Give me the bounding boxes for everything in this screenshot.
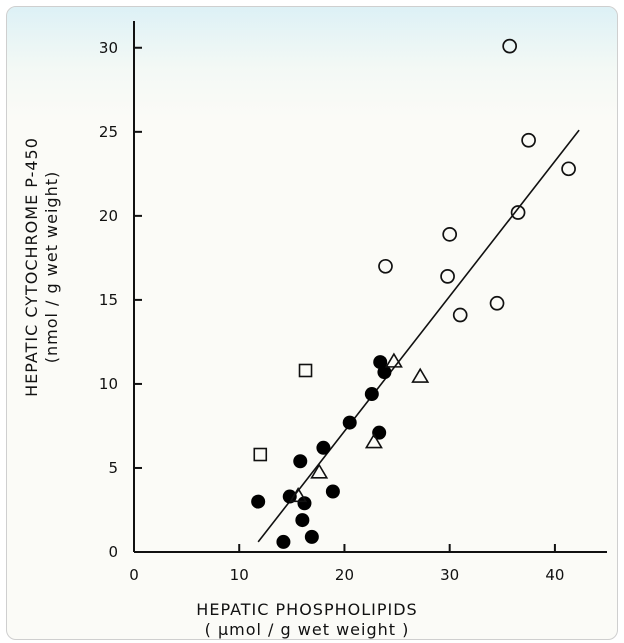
background-tint <box>7 7 617 117</box>
y-tick-label: 20 <box>99 207 118 225</box>
y-tick-label: 10 <box>99 375 118 393</box>
axes <box>133 21 607 553</box>
open-triangle-point <box>310 463 329 479</box>
filled-circle-point <box>316 440 331 455</box>
x-tick-label: 30 <box>440 566 459 584</box>
open-circle-point <box>378 258 393 274</box>
open-triangle-point <box>364 433 383 449</box>
x-tick-label: 10 <box>230 566 249 584</box>
open-circle-point <box>502 38 518 54</box>
open-circle-point <box>510 205 526 220</box>
x-axis-ticks: 0 10 20 30 40 <box>129 544 564 584</box>
data-points <box>251 38 576 549</box>
filled-circle-point <box>377 365 392 380</box>
filled-circle-point <box>304 529 319 544</box>
filled-circle-point <box>372 425 387 440</box>
filled-circle-point <box>251 494 266 509</box>
open-circle-point <box>521 132 536 148</box>
filled-circle-point <box>325 484 340 499</box>
open-circle-point <box>561 161 576 177</box>
open-square-point <box>298 363 313 378</box>
y-tick-label: 30 <box>99 39 118 57</box>
y-tick-label: 5 <box>108 459 118 477</box>
x-tick-label: 0 <box>129 566 139 584</box>
open-square-point <box>253 447 268 462</box>
open-circle-point <box>442 227 458 242</box>
open-circle-point <box>452 307 468 323</box>
regression-line <box>257 129 580 543</box>
open-circle-point <box>489 295 505 311</box>
y-tick-label: 15 <box>99 291 118 309</box>
figure-frame: 0 5 10 15 20 25 30 0 10 20 30 40 HEPATIC CYTOCHROM… <box>6 6 618 640</box>
filled-circle-point <box>297 496 312 511</box>
x-tick-label: 20 <box>335 566 354 584</box>
open-triangle-point <box>289 486 308 503</box>
y-axis-title: HEPATIC CYTOCHROME P-450 <box>22 137 41 397</box>
open-triangle-point <box>411 367 430 383</box>
scatter-plot: 0 5 10 15 20 25 30 0 10 20 30 40 HEPATIC CYTOCHROM… <box>22 21 607 639</box>
y-tick-label: 25 <box>99 123 118 141</box>
filled-circle-point <box>364 387 379 402</box>
open-circle-point <box>440 269 455 284</box>
filled-circle-point <box>295 513 310 528</box>
filled-circle-point <box>293 454 308 469</box>
filled-circle-point <box>282 489 297 504</box>
y-axis-unit: (nmol / g wet weight) <box>42 171 61 363</box>
x-axis-unit: ( µmol / g wet weight ) <box>205 620 410 639</box>
open-triangle-point <box>384 352 403 368</box>
filled-circle-point <box>276 534 291 549</box>
x-axis-title: HEPATIC PHOSPHOLIPIDS <box>196 600 417 619</box>
filled-circle-point <box>342 415 357 430</box>
x-tick-label: 40 <box>545 566 564 584</box>
y-axis-ticks: 0 5 10 15 20 25 30 <box>99 39 142 561</box>
y-tick-label: 0 <box>108 543 118 561</box>
